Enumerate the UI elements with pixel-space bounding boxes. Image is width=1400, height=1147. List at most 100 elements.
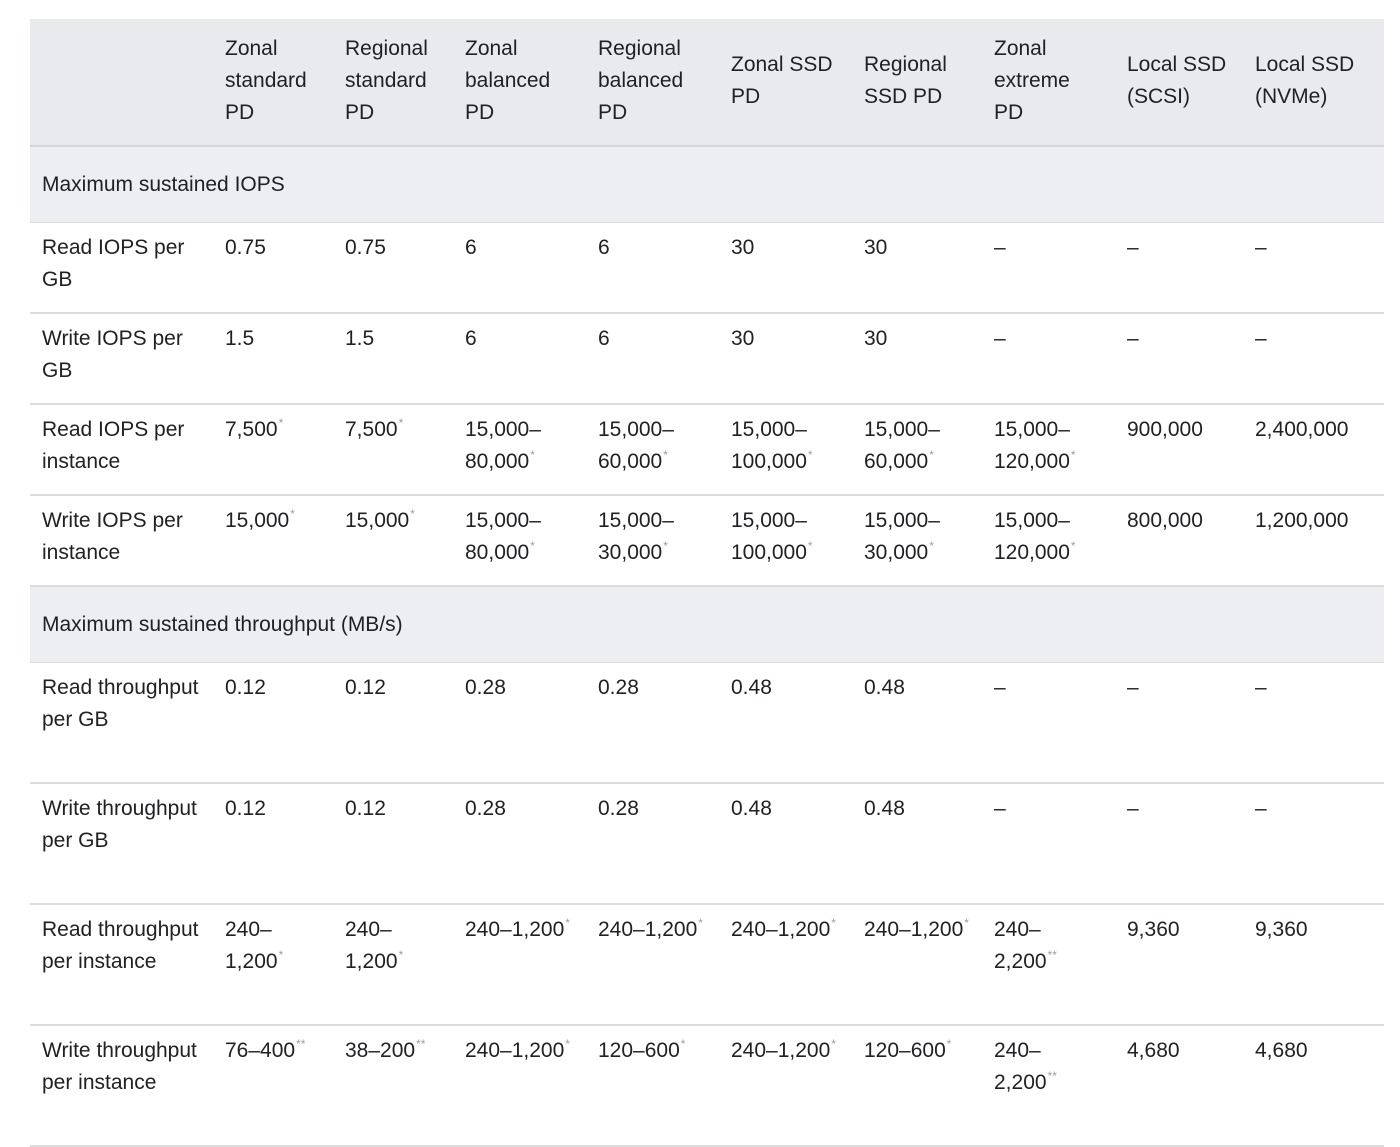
cell-value: 30 [864,236,888,259]
footnote-marker: ** [296,1037,306,1051]
table-cell: 0.12 [333,783,453,905]
footnote-marker: * [278,948,284,962]
header-cell-zonal-balanced-pd: Zonal balanced PD [453,19,586,147]
section-title: Maximum sustained IOPS [30,146,1384,223]
table-cell: 38–200** [333,1025,453,1147]
footnote-marker: * [1070,539,1076,553]
table-cell: 0.48 [719,783,852,905]
cell-value: 0.75 [345,236,386,259]
footnote-marker: * [831,916,836,930]
table-cell: 6 [453,222,586,314]
header-cell-local-ssd-scsi: Local SSD (SCSI) [1115,19,1243,147]
table-cell: 6 [453,313,586,405]
cell-value: 0.12 [345,797,386,820]
cell-value: 15,000–30,000 [598,509,674,564]
footnote-marker: * [807,448,813,462]
cell-value: 30 [864,327,888,350]
cell-value: 240–2,200 [994,918,1047,973]
section-header-row: Maximum sustained throughput (MB/s) [30,586,1384,663]
footnote-marker: * [290,507,295,521]
table-cell: 0.48 [852,783,982,905]
header-cell-regional-ssd-pd: Regional SSD PD [852,19,982,147]
section-header-row: Maximum sustained IOPS [30,146,1384,223]
table-cell: – [1243,783,1384,905]
footnote-marker: * [565,916,570,930]
cell-value: – [1127,327,1139,350]
cell-value: – [1127,236,1139,259]
table-cell: 0.48 [719,662,852,784]
cell-value: 0.48 [864,676,905,699]
table-cell: 7,500* [333,404,453,496]
table-cell: 76–400** [213,1025,333,1147]
footnote-marker: * [530,448,535,462]
table-cell: – [1243,662,1384,784]
table-row: Read IOPS per GB 0.75 0.75 6 6 30 30 – – – [30,222,1384,314]
cell-value: 0.48 [864,797,905,820]
cell-value: – [1255,797,1267,820]
footnote-marker: * [663,539,668,553]
cell-value: 240–1,200 [465,1039,565,1062]
row-label: Write IOPS per GB [30,313,213,405]
footnote-marker: * [929,448,934,462]
cell-value: 15,000 [345,509,410,532]
table-cell: – [982,783,1115,905]
table-cell: 6 [586,222,719,314]
cell-value: 76–400 [225,1039,296,1062]
cell-value: 2,400,000 [1255,418,1349,441]
table-cell: 800,000 [1115,495,1243,587]
cell-value: 15,000–100,000 [731,509,807,564]
cell-value: 0.12 [225,676,266,699]
cell-value: 0.48 [731,676,772,699]
table-cell: 1.5 [213,313,333,405]
footnote-marker: * [1070,448,1076,462]
table-cell: 9,360 [1115,904,1243,1026]
cell-value: 15,000–120,000 [994,418,1070,473]
row-label: Read IOPS per GB [30,222,213,314]
table-header: Zonal standard PD Regional standard PD Z… [30,19,1384,147]
footnote-marker: * [831,1037,836,1051]
table-cell: 0.28 [586,783,719,905]
cell-value: 15,000–80,000 [465,509,541,564]
table-cell: 15,000–30,000* [586,495,719,587]
cell-value: 240–1,200 [225,918,278,973]
table-cell: 30 [852,313,982,405]
cell-value: 240–1,200 [731,918,831,941]
table-cell: 15,000–120,000* [982,495,1115,587]
table-cell: – [1115,313,1243,405]
cell-value: 0.28 [465,797,506,820]
table-cell: – [982,313,1115,405]
cell-value: – [1255,236,1267,259]
cell-value: – [1127,797,1139,820]
cell-value: – [994,236,1006,259]
footnote-marker: * [530,539,535,553]
cell-value: 240–1,200 [731,1039,831,1062]
table-row: Write IOPS per instance 15,000* 15,000* 15,… [30,495,1384,587]
cell-value: 900,000 [1127,418,1203,441]
table-cell: 0.12 [213,662,333,784]
table-cell: 1,200,000 [1243,495,1384,587]
table-cell: 120–600* [586,1025,719,1147]
cell-value: 7,500 [345,418,398,441]
header-cell-zonal-standard-pd: Zonal standard PD [213,19,333,147]
cell-value: 240–2,200 [994,1039,1047,1094]
cell-value: 0.28 [598,797,639,820]
table-cell: – [1115,222,1243,314]
table-cell: – [982,222,1115,314]
table-cell: – [1243,222,1384,314]
table-cell: 15,000–80,000* [453,495,586,587]
cell-value: 15,000 [225,509,290,532]
cell-value: 4,680 [1127,1039,1180,1062]
cell-value: 6 [465,236,477,259]
cell-value: 1.5 [345,327,375,350]
cell-value: 240–1,200 [465,918,565,941]
table-row: Read throughput per GB 0.12 0.12 0.28 0.28 0.… [30,662,1384,784]
row-label: Write throughput per GB [30,783,213,905]
cell-value: – [994,797,1006,820]
table-cell: 2,400,000 [1243,404,1384,496]
table-cell: 15,000–60,000* [586,404,719,496]
cell-value: 9,360 [1255,918,1308,941]
table-row: Read IOPS per instance 7,500* 7,500* 15,000… [30,404,1384,496]
table-body: Maximum sustained IOPS Read IOPS per GB 0.… [30,146,1384,1147]
table-cell: 1.5 [333,313,453,405]
cell-value: 0.12 [225,797,266,820]
